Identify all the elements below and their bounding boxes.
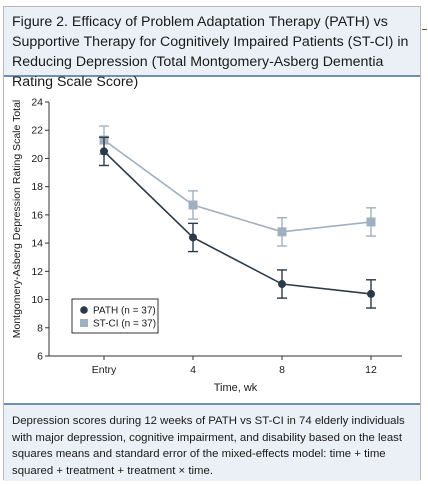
y-axis-title: Montgomery-Asberg Depression Rating Scal… (11, 100, 23, 339)
y-tick-label: 10 (31, 294, 43, 306)
y-tick-label: 16 (31, 209, 43, 221)
legend-label: ST-CI (n = 37) (93, 319, 156, 330)
data-point (367, 217, 376, 226)
y-tick-label: 20 (31, 153, 43, 165)
chart-series (99, 126, 376, 308)
data-point (189, 201, 198, 210)
x-tick-label: 4 (190, 364, 196, 376)
line-chart: 6 8 10 12 14 16 18 20 22 24 Entry 4 8 12 Time, wk Montg… (4, 77, 420, 399)
y-tick-label: 24 (31, 97, 43, 109)
y-tick-label: 8 (37, 322, 43, 334)
series-path (99, 137, 376, 308)
figure-title-panel: Figure 2. Efficacy of Problem Adaptation… (4, 7, 420, 77)
series-line (104, 140, 371, 232)
y-tick-label: 14 (31, 238, 43, 250)
series-line (104, 151, 371, 294)
data-point (100, 147, 108, 155)
x-tick-label: Entry (92, 364, 117, 376)
y-tick-label: 12 (31, 266, 43, 278)
figure-caption-panel: Depression scores during 12 weeks of PAT… (4, 403, 420, 481)
chart-legend: PATH (n = 37) ST-CI (n = 37) (72, 299, 158, 333)
figure-frame: Figure 2. Efficacy of Problem Adaptation… (3, 6, 421, 480)
data-point (278, 280, 286, 288)
legend-marker (80, 319, 88, 327)
y-tick-label: 22 (31, 125, 43, 137)
edge-mark (422, 29, 427, 30)
y-tick-label: 18 (31, 181, 43, 193)
legend-marker (80, 306, 88, 314)
legend-label: PATH (n = 37) (93, 306, 156, 317)
y-tick-label: 6 (37, 351, 43, 363)
x-tick-label: 8 (279, 364, 285, 376)
data-point (189, 233, 197, 241)
figure-caption: Depression scores during 12 weeks of PAT… (12, 413, 416, 479)
x-axis-title: Time, wk (214, 382, 258, 394)
data-point (367, 290, 375, 298)
data-point (278, 227, 287, 236)
x-tick-label: 12 (365, 364, 377, 376)
